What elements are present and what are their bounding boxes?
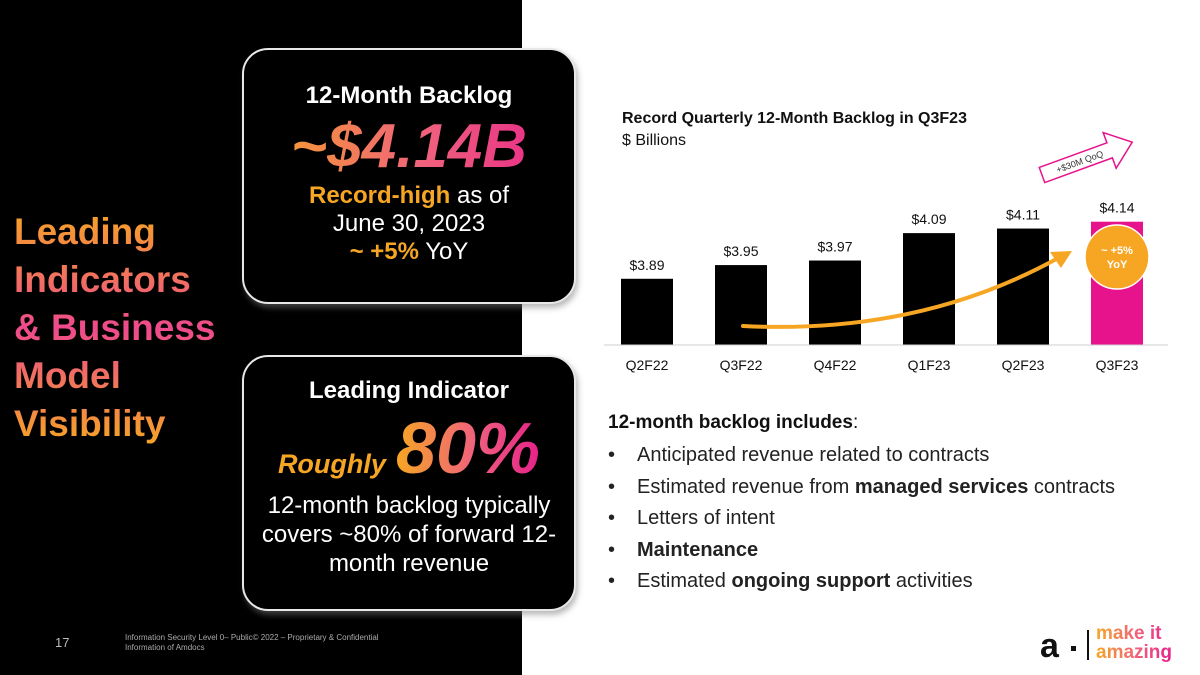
yoy-circle-line1: ~ +5% [1101, 245, 1133, 257]
logo-dot [1071, 646, 1076, 651]
bullet-item: Estimated ongoing support activities [608, 566, 1115, 598]
bar-value-label: $3.89 [629, 257, 664, 273]
bar-q4f22 [809, 260, 861, 345]
bar-q3f22 [715, 265, 767, 345]
yoy-line: ~ +5% YoY [244, 238, 574, 266]
bullet-list: Anticipated revenue related to contracts… [608, 440, 1115, 598]
slide-title: Leading Indicators & Business Model Visi… [14, 208, 244, 448]
category-label: Q1F23 [908, 357, 951, 373]
indicator-description: 12-month backlog typically covers ~80% o… [261, 492, 557, 577]
roughly-row: Roughly 80% [244, 409, 574, 489]
trend-arrow-head [1050, 251, 1072, 268]
backlog-value: ~$4.14B [244, 112, 574, 182]
logo-tagline: make it amazing [1096, 623, 1173, 663]
indicator-card-heading: Leading Indicator [308, 377, 509, 404]
qoq-arrow: +$30M QoQ [1038, 131, 1134, 184]
logo-mark: a [1040, 627, 1059, 665]
yoy-circle-line2: YoY [1107, 259, 1128, 271]
qoq-arrow-shape [1038, 131, 1134, 184]
bar-q2f23 [997, 228, 1049, 345]
bullet-text: Letters of intent [637, 507, 775, 529]
bullet-item: Anticipated revenue related to contracts [608, 440, 1115, 472]
percent-value: 80% [395, 409, 541, 489]
category-label: Q2F23 [1002, 357, 1045, 373]
bar-value-label: $4.09 [911, 211, 946, 227]
bullet-bold-text: ongoing support [731, 570, 891, 592]
bullet-item: Maintenance [608, 535, 1115, 567]
bar-q1f23 [903, 233, 955, 345]
yoy-suffix: YoY [418, 238, 469, 265]
bullet-item: Letters of intent [608, 503, 1115, 535]
yoy-prefix: ~ +5% [349, 238, 419, 265]
footer-note: Information Security Level 0– Public© 20… [125, 633, 379, 652]
bar-value-label: $3.95 [723, 243, 758, 259]
backlog-card-heading: 12-Month Backlog [305, 82, 513, 109]
bullet-text: Estimated [637, 570, 732, 592]
bar-value-label: $3.97 [817, 239, 852, 255]
bullet-text: contracts [1028, 475, 1116, 498]
record-high-line: Record-high as of [244, 182, 574, 210]
bar-q2f22 [621, 278, 673, 345]
bullet-item: Estimated revenue from managed services … [608, 472, 1115, 504]
bullets-heading-bold: 12-month backlog includes [608, 412, 853, 433]
bullet-bold-text: Maintenance [637, 538, 759, 561]
logo-divider [1087, 630, 1089, 660]
roughly-label: Roughly [277, 449, 386, 479]
category-label: Q3F23 [1096, 357, 1139, 373]
leading-indicator-card: Leading Indicator Roughly 80% 12-month b… [242, 355, 576, 611]
date-line: June 30, 2023 [332, 210, 486, 237]
bullets-heading-colon: : [852, 412, 859, 433]
bullet-bold-text: managed services [854, 475, 1029, 498]
category-label: Q3F22 [720, 357, 763, 373]
trend-arrow-curve [741, 255, 1062, 329]
page-number: 17 [55, 635, 70, 650]
as-of-label: as of [450, 182, 510, 209]
category-label: Q2F22 [626, 357, 669, 373]
chart-title: Record Quarterly 12-Month Backlog in Q3F… [622, 110, 967, 127]
bullets-heading: 12-month backlog includes: [608, 412, 858, 434]
backlog-card: 12-Month Backlog ~$4.14B Record-high as … [242, 48, 576, 304]
bullet-text: Anticipated revenue related to contracts [637, 444, 990, 466]
bullet-text: activities [890, 570, 973, 592]
backlog-bar-chart: $3.89 Q2F22 $3.95 Q3F22 $3.97 Q4F22 $4.09 Q1F23… [604, 131, 1168, 373]
chart-subtitle: $ Billions [622, 132, 687, 149]
bar-value-label: $4.11 [1006, 207, 1040, 223]
yoy-circle [1084, 224, 1150, 290]
record-high-label: Record-high [308, 182, 451, 209]
bullet-text: Estimated revenue from [637, 475, 855, 498]
amdocs-logo: a make it amazing [1040, 622, 1190, 668]
bar-value-label: $4.14 [1099, 200, 1134, 216]
category-label: Q4F22 [814, 357, 857, 373]
